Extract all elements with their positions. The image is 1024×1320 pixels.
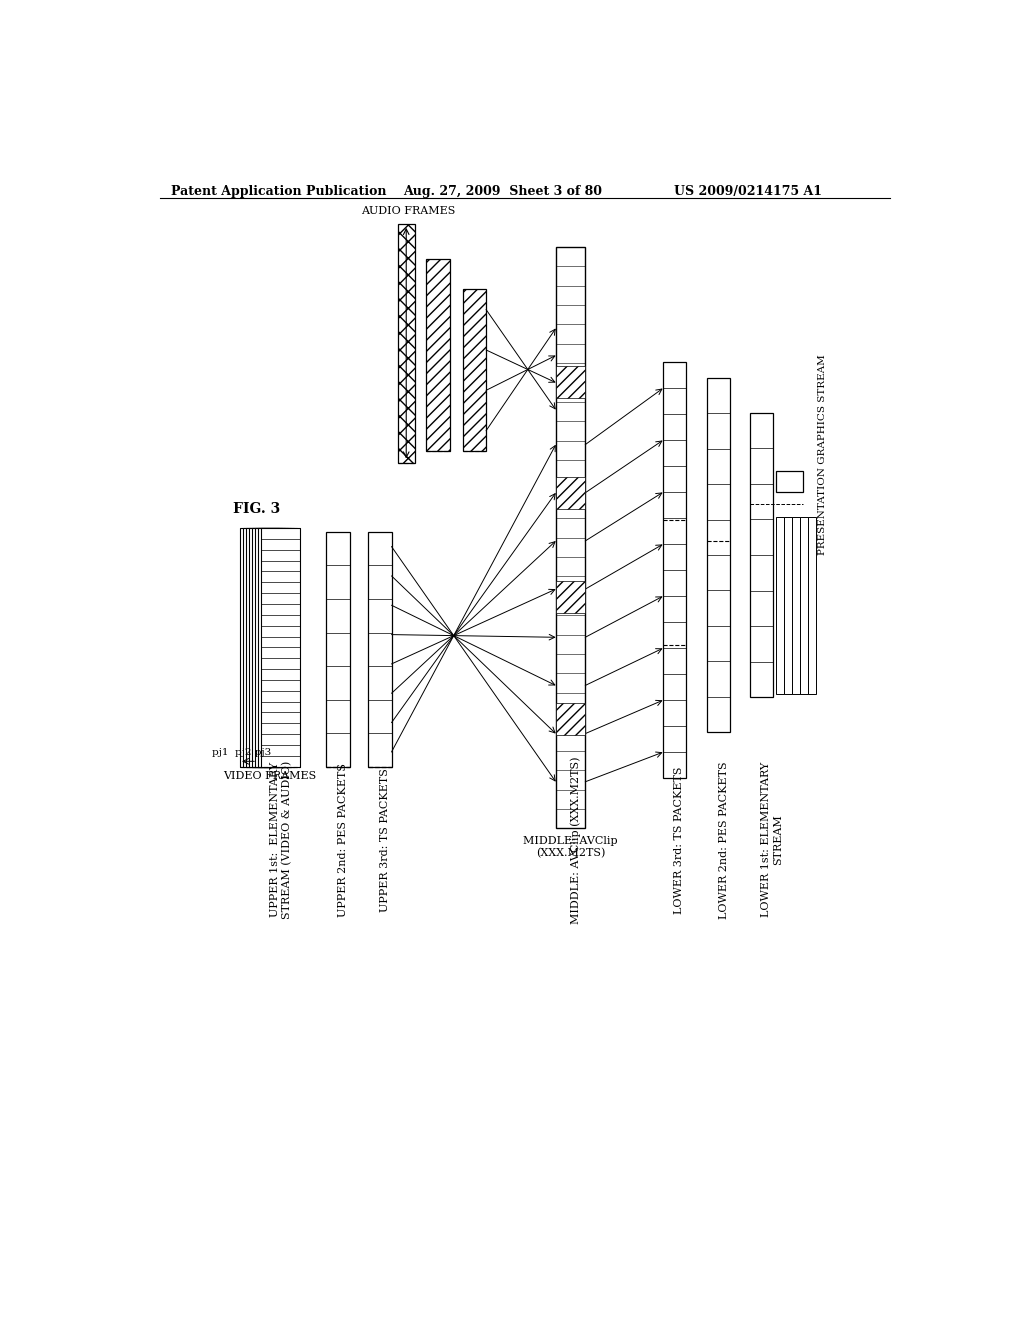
Bar bbox=[369, 532, 391, 767]
Text: LOWER 3rd: TS PACKETS: LOWER 3rd: TS PACKETS bbox=[675, 766, 684, 913]
Bar bbox=[556, 366, 586, 399]
Bar bbox=[463, 289, 486, 451]
Bar bbox=[800, 517, 808, 693]
Text: Aug. 27, 2009  Sheet 3 of 80: Aug. 27, 2009 Sheet 3 of 80 bbox=[403, 185, 602, 198]
Bar bbox=[808, 517, 816, 693]
Bar bbox=[556, 247, 586, 829]
Text: PCS: PCS bbox=[776, 597, 784, 614]
Text: LOWER 2nd: PES PACKETS: LOWER 2nd: PES PACKETS bbox=[719, 762, 728, 919]
Text: UPPER 2nd: PES PACKETS: UPPER 2nd: PES PACKETS bbox=[338, 763, 348, 917]
Bar bbox=[426, 259, 450, 451]
Bar bbox=[249, 528, 288, 767]
Text: UPPER 1st:  ELEMENTARY
STREAM (VIDEO & AUDIO): UPPER 1st: ELEMENTARY STREAM (VIDEO & AU… bbox=[270, 760, 292, 919]
Text: WDS: WDS bbox=[784, 595, 792, 615]
Text: PRESENTATION GRAPHICS STREAM: PRESENTATION GRAPHICS STREAM bbox=[818, 354, 827, 554]
Text: ODS: ODS bbox=[800, 597, 808, 614]
Text: MIDDLE: AVClip (XXX.M2TS): MIDDLE: AVClip (XXX.M2TS) bbox=[570, 756, 581, 924]
Bar bbox=[792, 517, 800, 693]
Bar bbox=[327, 532, 349, 767]
Bar bbox=[776, 471, 803, 492]
Bar bbox=[556, 581, 586, 614]
Bar bbox=[261, 528, 300, 767]
Bar bbox=[750, 413, 773, 697]
Bar bbox=[556, 704, 586, 735]
Text: PDS: PDS bbox=[792, 597, 800, 614]
Bar bbox=[776, 517, 784, 693]
Text: US 2009/0214175 A1: US 2009/0214175 A1 bbox=[675, 185, 822, 198]
Bar bbox=[258, 528, 297, 767]
Bar bbox=[707, 378, 730, 733]
Bar bbox=[397, 224, 415, 462]
Bar bbox=[784, 517, 792, 693]
Bar bbox=[241, 528, 280, 767]
Text: MIDDLE: AVClip
(XXX.M2TS): MIDDLE: AVClip (XXX.M2TS) bbox=[523, 836, 617, 858]
Text: FIG. 3: FIG. 3 bbox=[232, 503, 280, 516]
Text: Patent Application Publication: Patent Application Publication bbox=[171, 185, 386, 198]
Bar bbox=[663, 363, 686, 779]
Text: END: END bbox=[777, 477, 802, 486]
Bar bbox=[556, 477, 586, 508]
Text: VIDEO FRAMES: VIDEO FRAMES bbox=[223, 771, 316, 780]
Text: ODS: ODS bbox=[808, 597, 816, 614]
Text: LOWER 1st: ELEMENTARY
STREAM: LOWER 1st: ELEMENTARY STREAM bbox=[761, 762, 782, 917]
Bar bbox=[244, 528, 282, 767]
Bar bbox=[246, 528, 285, 767]
Text: UPPER 3rd: TS PACKETS: UPPER 3rd: TS PACKETS bbox=[380, 768, 390, 912]
Bar bbox=[255, 528, 294, 767]
Text: pj1  pj2 pj3: pj1 pj2 pj3 bbox=[212, 748, 271, 758]
Bar bbox=[252, 528, 291, 767]
Text: AUDIO FRAMES: AUDIO FRAMES bbox=[361, 206, 456, 216]
